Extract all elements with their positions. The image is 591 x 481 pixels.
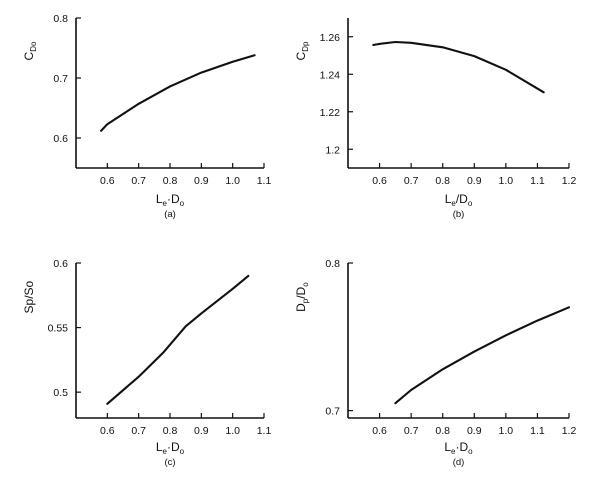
x-tick-label: 1.0: [499, 425, 514, 437]
series-line: [372, 40, 545, 94]
y-axis-label: CDo: [22, 41, 38, 60]
x-tick-label: 0.7: [131, 175, 146, 187]
y-axis-label: Sp/So: [22, 280, 36, 313]
x-tick-label: 1.2: [562, 425, 577, 437]
x-tick-label: 1.1: [530, 175, 545, 187]
y-tick-label: 0.8: [53, 13, 68, 25]
y-tick-label: 0.8: [325, 258, 340, 270]
x-tick-label: 0.6: [100, 175, 115, 187]
series-line: [106, 274, 250, 405]
y-tick-label: 1.24: [320, 69, 341, 81]
y-tick-label: 1.2: [325, 144, 340, 156]
panel-caption: (b): [453, 209, 465, 220]
chart-panel-a: 0.6 0.7 0.8 0.9 1.0 1.1 0.6 0.7 0.8 Le·Do CDo (a): [22, 13, 271, 220]
x-tick-label: 0.6: [100, 425, 115, 437]
panel-caption: (a): [164, 209, 176, 220]
x-tick-label: 0.7: [404, 175, 419, 187]
x-axis-label: Le·Do: [156, 192, 185, 208]
y-tick-label: 0.55: [48, 323, 69, 335]
y-tick-label: 1.22: [320, 107, 341, 119]
y-tick-label: 0.5: [53, 387, 68, 399]
chart-panel-c: 0.6 0.7 0.8 0.9 1.0 1.1 0.5 0.55 0.6 Le·Do Sp/So (c…: [22, 258, 271, 468]
x-tick-label: 1.1: [257, 175, 272, 187]
x-tick-label: 1.2: [562, 175, 577, 187]
chart-panel-d: 0.6 0.7 0.8 0.9 1.0 1.1 1.2 0.7 0.8 Le·Do Dp/Do (d): [294, 258, 576, 468]
x-axis-label: Le·Do: [444, 440, 473, 456]
x-tick-label: 0.8: [163, 425, 178, 437]
y-tick-label: 0.6: [53, 133, 68, 145]
x-tick-label: 1.0: [225, 425, 240, 437]
x-axis-label: Le/Do: [445, 192, 473, 208]
y-axis-label: Dp/Do: [294, 282, 310, 312]
x-tick-label: 1.0: [225, 175, 240, 187]
x-tick-label: 1.0: [499, 175, 514, 187]
y-tick-label: 0.7: [53, 73, 68, 85]
x-axis-label: Le·Do: [156, 440, 185, 456]
x-tick-label: 0.8: [435, 175, 450, 187]
x-tick-label: 1.1: [257, 425, 272, 437]
x-tick-label: 0.7: [131, 425, 146, 437]
y-tick-label: 0.6: [53, 258, 68, 270]
x-tick-label: 0.9: [467, 175, 482, 187]
y-tick-label: 1.26: [320, 32, 341, 44]
x-tick-label: 1.1: [530, 425, 545, 437]
x-tick-label: 0.9: [194, 175, 209, 187]
panel-caption: (d): [453, 457, 465, 468]
panel-caption: (c): [164, 457, 175, 468]
x-tick-label: 0.8: [435, 425, 450, 437]
x-tick-label: 0.9: [194, 425, 209, 437]
x-tick-label: 0.9: [467, 425, 482, 437]
y-tick-label: 0.7: [325, 406, 340, 418]
series-line: [394, 306, 571, 405]
x-tick-label: 0.8: [163, 175, 178, 187]
x-tick-label: 0.6: [372, 175, 387, 187]
y-axis-label: CDp: [294, 41, 310, 60]
x-tick-label: 0.6: [372, 425, 387, 437]
series-line: [100, 54, 256, 132]
x-tick-label: 0.7: [404, 425, 419, 437]
chart-panel-b: 0.6 0.7 0.8 0.9 1.0 1.1 1.2 1.2 1.22 1.24 1.26 Le/D…: [294, 18, 576, 220]
